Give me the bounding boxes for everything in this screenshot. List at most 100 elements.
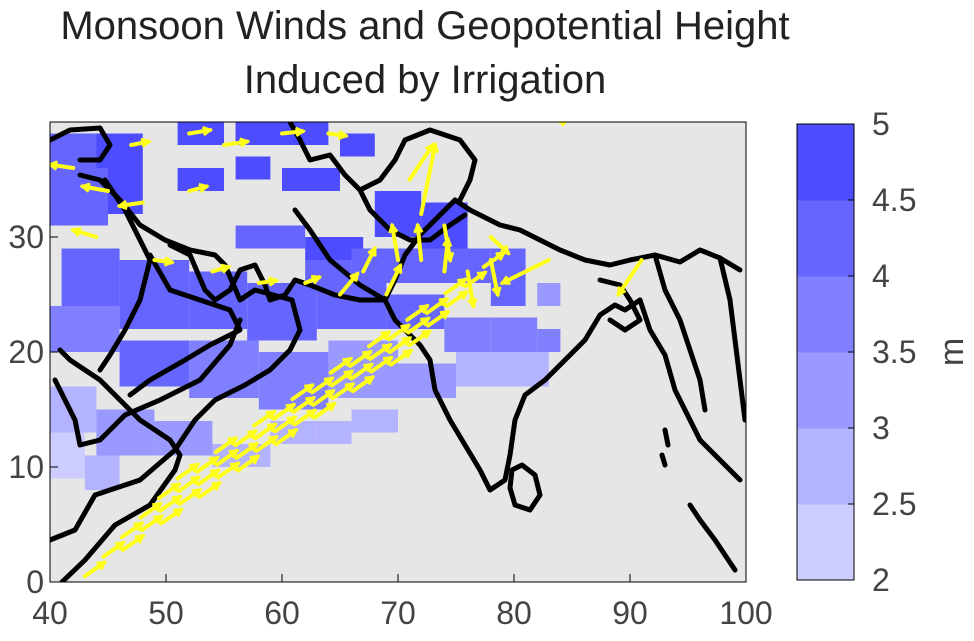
wind-vector xyxy=(331,382,356,400)
wind-vector xyxy=(187,183,210,193)
wind-vector xyxy=(367,330,392,349)
border-pakistan-afghanistan xyxy=(357,187,468,243)
wind-vector xyxy=(488,258,502,298)
wind-vector xyxy=(348,350,373,368)
wind-vector xyxy=(290,383,315,402)
y-tick-label: 10 xyxy=(8,449,44,485)
wind-vector xyxy=(233,429,258,448)
x-tick-label: 90 xyxy=(612,595,648,631)
wind-vector xyxy=(426,309,451,328)
x-tick-label: 70 xyxy=(380,595,416,631)
height-cell xyxy=(537,329,561,352)
wind-vector xyxy=(444,290,470,308)
wind-vector xyxy=(197,481,222,499)
wind-vector xyxy=(213,436,239,455)
wind-vector xyxy=(196,468,221,487)
height-cell xyxy=(490,317,538,352)
colorbar-segment xyxy=(797,200,854,277)
wind-vector xyxy=(389,348,414,367)
border-myanmar xyxy=(652,252,708,413)
wind-vector xyxy=(443,277,468,296)
height-cell xyxy=(61,248,120,306)
coastline-mediterranean xyxy=(50,125,113,163)
height-cell xyxy=(84,455,120,490)
wind-vector xyxy=(406,316,431,335)
wind-vector xyxy=(274,428,299,446)
wind-vector xyxy=(254,435,279,453)
wind-vector xyxy=(465,269,478,310)
y-axis-ticks: 0 10 20 30 xyxy=(8,219,58,600)
wind-vector xyxy=(152,256,175,267)
height-cell xyxy=(235,156,271,180)
wind-vector xyxy=(292,408,318,427)
border-southeast-asia xyxy=(717,255,746,423)
wind-vector xyxy=(222,137,251,148)
wind-vector xyxy=(326,129,349,141)
wind-vector xyxy=(252,409,277,428)
coastline-arabia-west xyxy=(52,317,243,448)
wind-vector xyxy=(310,376,335,395)
wind-vector xyxy=(195,455,220,474)
y-tick-label: 20 xyxy=(8,334,44,370)
wind-vector xyxy=(303,274,323,285)
height-cell xyxy=(398,363,456,398)
coastline-persian-gulf xyxy=(167,242,388,303)
height-cell xyxy=(282,168,340,191)
wind-vector xyxy=(119,521,145,540)
x-tick-label: 50 xyxy=(148,595,184,631)
height-cell xyxy=(235,225,306,249)
coastline-somalia xyxy=(57,347,183,582)
height-cell xyxy=(50,386,97,433)
wind-vector xyxy=(388,222,400,262)
colorbar-tick-label: 2 xyxy=(872,562,890,598)
coastline-bay-of-bengal-east xyxy=(637,297,743,483)
colorbar xyxy=(796,123,855,581)
colorbar-tick-label: 4 xyxy=(872,258,890,294)
border-central-asia xyxy=(392,127,478,203)
x-tick-label: 80 xyxy=(496,595,532,631)
colorbar-segment xyxy=(797,428,854,505)
wind-vector xyxy=(405,304,430,322)
coastline-sri-lanka xyxy=(507,462,543,513)
wind-vector xyxy=(253,422,278,441)
coastline-africa-arabia xyxy=(50,172,303,543)
wind-vector xyxy=(210,263,232,274)
height-cell xyxy=(316,421,352,444)
height-cell xyxy=(351,409,398,433)
wind-vector xyxy=(387,336,413,354)
wind-vector xyxy=(291,396,316,414)
colorbar-ticks: 2 2.5 3 3.5 4 4.5 5 xyxy=(848,106,916,598)
wind-vector xyxy=(121,534,146,552)
wind-vector xyxy=(407,142,435,182)
height-cell xyxy=(537,283,561,306)
colorbar-segment xyxy=(797,504,854,581)
wind-vector xyxy=(116,199,145,211)
y-tick-label: 0 xyxy=(26,564,44,600)
wind-vector xyxy=(442,223,455,264)
wind-vector xyxy=(234,442,260,460)
height-cell xyxy=(340,133,375,157)
wind-vector xyxy=(158,494,183,513)
x-tick-label: 100 xyxy=(719,595,772,631)
wind-vector xyxy=(50,160,76,171)
x-axis-ticks: 40 50 60 70 80 90 100 xyxy=(32,574,773,631)
wind-vector xyxy=(256,276,280,287)
wind-vector xyxy=(384,262,403,297)
wind-vector xyxy=(177,488,203,506)
height-cell xyxy=(50,306,120,352)
colorbar-segment xyxy=(797,124,854,201)
wind-vector xyxy=(413,222,424,262)
wind-vector xyxy=(129,137,152,148)
border-india-bangladesh xyxy=(597,277,643,333)
wind-vector xyxy=(139,514,164,533)
height-cell xyxy=(374,191,422,237)
border-india-china xyxy=(467,207,743,273)
colorbar-segment xyxy=(797,276,854,353)
colorbar-tick-label: 2.5 xyxy=(872,486,916,522)
wind-vector xyxy=(159,507,184,526)
wind-vector xyxy=(558,122,568,127)
wind-vector xyxy=(350,375,376,394)
colorbar-tick-label: 3.5 xyxy=(872,334,916,370)
wind-vector xyxy=(349,362,374,381)
